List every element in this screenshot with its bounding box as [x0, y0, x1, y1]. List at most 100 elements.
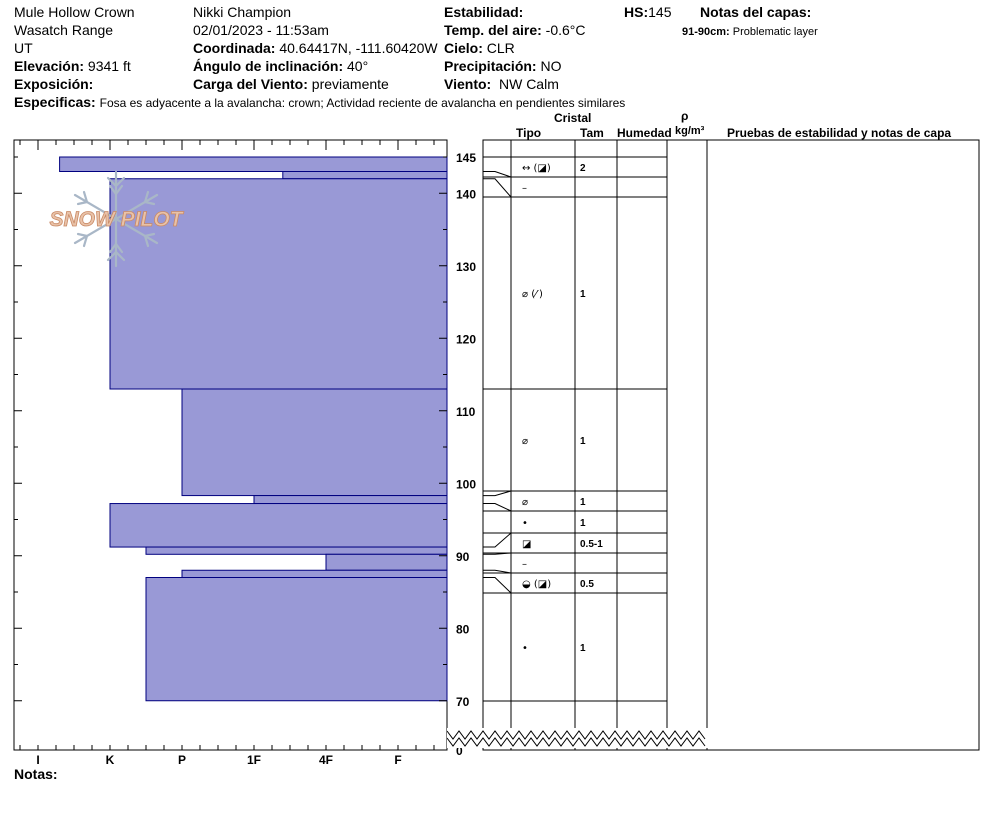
hardness-bar [253, 495, 448, 505]
layer-connector [483, 490, 512, 497]
crystal-type: – [522, 183, 527, 194]
chart-frames [13, 139, 980, 751]
depth-tick-label: 140 [456, 187, 476, 201]
crystal-size: 0.5-1 [580, 539, 603, 550]
layer-connector [483, 503, 512, 512]
density-unit-header: kg/m³ [675, 125, 705, 137]
coordinate-value: 40.64417N, -111.60420W [279, 40, 438, 56]
wind-load-value: previamente [311, 76, 389, 92]
slope-label: Ángulo de inclinación: [193, 58, 344, 74]
sky-label: Cielo: [444, 40, 483, 56]
depth-tick-label: 80 [456, 622, 470, 636]
depth-tick-label: 110 [456, 405, 476, 419]
hardness-bar [59, 156, 448, 172]
state: UT [14, 40, 33, 56]
hardness-bar [145, 577, 448, 702]
break-zigzag [446, 730, 706, 740]
crystal-type: ⌀ [522, 497, 528, 508]
crystal-size: 1 [580, 643, 586, 654]
hs-label: HS: [624, 4, 649, 20]
slope-row: Ángulo de inclinación: 40° [193, 58, 368, 74]
elevation-label: Elevación: [14, 58, 85, 74]
layer-connector [483, 178, 512, 198]
sky-row: Cielo: CLR [444, 40, 515, 56]
hardness-scale-label: F [394, 753, 401, 767]
sky-value: CLR [486, 40, 515, 56]
exposure-label: Exposición: [14, 76, 94, 92]
hardness-bar [181, 569, 448, 578]
crystal-panel-frame [482, 139, 980, 751]
hardness-bar [145, 546, 448, 555]
datetime: 02/01/2023 - 11:53am [193, 22, 329, 38]
crystal-size: 2 [580, 163, 586, 174]
moisture-header: Humedad [617, 126, 672, 140]
crystal-type: – [522, 559, 527, 570]
depth-tick-label: 130 [456, 260, 476, 274]
layer-connector [483, 569, 512, 574]
crystal-table: ↔ (◪) 2 – ⌀ (⁄′) 1 ⌀ 1 ⌀ 1 • 1 ◪ 0.5-1 – ◒ (◪) 0.5 • 1 [483, 156, 667, 702]
axis-break [446, 728, 708, 748]
tests-header: Pruebas de estabilidad y notas de capa [727, 126, 952, 140]
slope-value: 40° [347, 58, 369, 74]
specifics-value: Fosa es adyacente a la avalancha: crown;… [99, 96, 626, 110]
hardness-bars [59, 156, 448, 702]
crystal-size: 1 [580, 497, 586, 508]
depth-tick-label: 120 [456, 332, 476, 346]
hardness-bar [325, 553, 448, 571]
crystal-type: ⌀ (⁄′) [522, 289, 543, 300]
hardness-scale-label: I [36, 753, 39, 767]
crystal-type: ↔ (◪) [522, 163, 551, 174]
air-temp-row: Temp. del aire: -0.6°C [444, 22, 586, 38]
hs-value: 145 [648, 4, 672, 20]
mountain-range: Wasatch Range [14, 22, 114, 38]
coordinate-label: Coordinada: [193, 40, 276, 56]
layer-connector [483, 577, 512, 594]
layer-note: 91-90cm: Problematic layer [682, 24, 818, 40]
crystal-size: 1 [580, 518, 586, 529]
layer-note-range: 91-90cm: [682, 26, 730, 38]
crystal-type: ◒ (◪) [522, 579, 551, 590]
elevation-row: Elevación: 9341 ft [14, 58, 131, 74]
depth-tick-label: 0 [456, 744, 463, 758]
snowflake-icon [73, 170, 159, 268]
crystal-type: • [522, 518, 528, 529]
hardness-bar [109, 503, 448, 548]
depth-axis: 145 140 130 120 110 100 90 80 70 0 [14, 151, 476, 758]
snowpilot-logo: SNOW PILOT [38, 170, 194, 268]
layer-connectors [483, 171, 512, 594]
precip-label: Precipitación: [444, 58, 537, 74]
wind-row: Viento: NW Calm [444, 76, 559, 92]
elevation-value: 9341 ft [87, 58, 131, 74]
precip-value: NO [540, 58, 562, 74]
crystal-type: • [522, 643, 528, 654]
crystal-size: 0.5 [580, 579, 594, 590]
notes-label: Notas: [14, 766, 58, 782]
crystal-type: ◪ [522, 539, 531, 550]
snowpilot-logo-text: SNOW PILOT [50, 208, 185, 231]
hardness-scale-label: 1F [247, 753, 261, 767]
size-header: Tam [580, 126, 604, 140]
precip-row: Precipitación: NO [444, 58, 561, 74]
wind-load-label: Carga del Viento: [193, 76, 308, 92]
wind-label: Viento: [444, 76, 492, 92]
type-header: Tipo [516, 126, 542, 140]
layer-notes-label: Notas del capas: [700, 4, 812, 20]
crystal-size: 1 [580, 289, 586, 300]
air-temp-value: -0.6°C [545, 22, 586, 38]
hardness-scale-label: 4F [319, 753, 333, 767]
depth-tick-label: 90 [456, 550, 470, 564]
depth-tick-label: 145 [456, 151, 476, 165]
crystal-type: ⌀ [522, 436, 528, 447]
location-name: Mule Hollow Crown [14, 4, 135, 20]
hardness-scale-label: K [106, 753, 115, 767]
layer-connector [483, 171, 512, 178]
wind-load-row: Carga del Viento: previamente [193, 76, 389, 92]
specifics-row: Especificas: Fosa es adyacente a la aval… [14, 94, 625, 111]
break-zigzag [446, 737, 706, 747]
hardness-axis: I K P 1F 4F F [19, 140, 435, 767]
layer-note-text: Problematic layer [732, 26, 818, 38]
depth-tick-label: 70 [456, 695, 470, 709]
depth-tick-label: 100 [456, 477, 476, 491]
hardness-bar [282, 171, 448, 180]
